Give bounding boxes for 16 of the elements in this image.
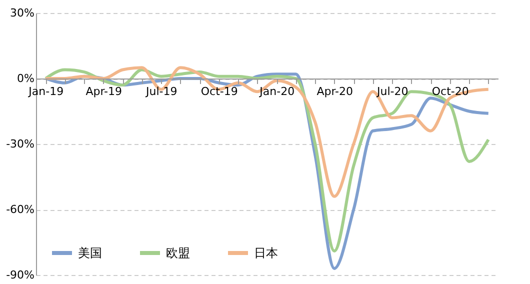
y-tick-label: -90%	[6, 268, 34, 282]
y-tick-label: -60%	[6, 203, 34, 216]
x-tick-label: Oct-20	[432, 85, 469, 98]
x-tick-label: Jan-20	[258, 85, 295, 98]
legend-label: 美国	[78, 246, 102, 260]
x-tick-label: Jan-19	[28, 85, 64, 98]
x-tick-label: Apr-19	[86, 85, 122, 98]
x-tick-label: Jul-19	[145, 85, 178, 98]
legend-label: 欧盟	[166, 246, 190, 260]
y-tick-label: -30%	[6, 138, 34, 150]
y-tick-label: 0%	[17, 72, 34, 85]
legend-label: 日本	[254, 246, 278, 260]
y-tick-label: 30%	[10, 6, 34, 20]
x-tick-label: Jul-20	[376, 85, 408, 98]
x-tick-label: Apr-20	[316, 85, 354, 98]
x-tick-label: Oct-19	[200, 85, 238, 98]
